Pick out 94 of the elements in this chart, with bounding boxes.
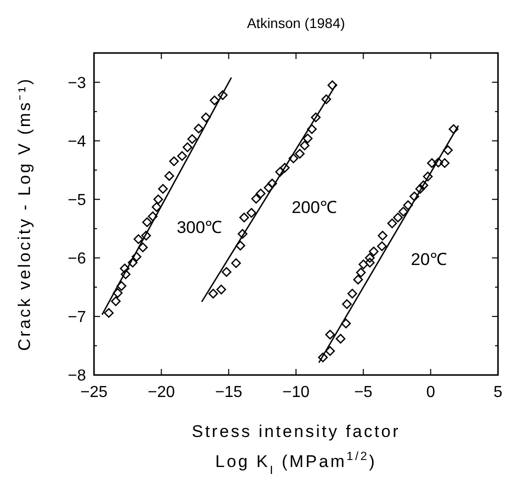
point: [218, 90, 228, 100]
point: [318, 352, 328, 362]
y-tick-label: −5: [68, 192, 86, 209]
point: [415, 184, 426, 194]
point: [264, 182, 274, 193]
point: [393, 212, 403, 222]
point: [231, 258, 241, 268]
point: [302, 134, 313, 144]
point: [148, 211, 158, 222]
point: [418, 180, 428, 190]
x-tick-label: 0: [426, 384, 436, 401]
point: [216, 284, 226, 294]
series-label: 200℃: [292, 198, 337, 217]
point: [410, 192, 420, 202]
point: [132, 252, 142, 262]
point: [328, 80, 338, 90]
point: [353, 274, 363, 284]
point: [321, 94, 332, 104]
x-tick-label: −5: [354, 384, 373, 401]
series-label: 20℃: [410, 250, 447, 269]
y-tick-label: −8: [68, 368, 86, 385]
point: [141, 230, 151, 241]
point: [377, 241, 387, 252]
point: [112, 288, 123, 298]
point: [310, 112, 321, 122]
point: [256, 188, 266, 198]
point: [110, 296, 121, 306]
point: [342, 299, 352, 310]
point: [288, 154, 298, 164]
point: [142, 217, 152, 228]
point: [336, 334, 346, 344]
point: [364, 253, 375, 263]
chart-title: Atkinson (1984): [246, 15, 346, 31]
point: [104, 308, 114, 318]
y-tick-label: −6: [68, 250, 86, 268]
point: [307, 124, 317, 134]
point: [422, 172, 433, 182]
point: [194, 124, 204, 134]
point: [120, 264, 130, 274]
point: [398, 206, 408, 217]
point: [448, 124, 458, 134]
point: [116, 281, 126, 291]
point: [356, 268, 366, 278]
point: [182, 142, 192, 152]
x-tick-label: −20: [148, 384, 176, 401]
point: [238, 229, 248, 239]
y-tick-label: −4: [68, 133, 86, 150]
y-axis-title: Crack velocity - Log V (ms⁻¹): [15, 77, 34, 351]
point: [378, 230, 388, 241]
point: [275, 166, 285, 177]
point: [280, 162, 290, 173]
point: [347, 288, 358, 298]
point: [201, 112, 211, 122]
point: [246, 208, 256, 218]
point: [153, 194, 164, 204]
point: [128, 258, 138, 268]
x-tick-label: −15: [215, 384, 242, 401]
point: [443, 145, 453, 156]
point: [222, 267, 232, 277]
point: [300, 140, 310, 150]
x-tick-label: 5: [494, 384, 503, 401]
series-label: 300℃: [176, 218, 222, 238]
point: [164, 171, 174, 181]
point: [239, 212, 250, 222]
point: [368, 246, 379, 256]
x-tick-label: −10: [282, 384, 310, 401]
point: [152, 202, 162, 212]
point: [158, 184, 168, 194]
point: [210, 96, 220, 106]
point: [440, 158, 450, 168]
point: [325, 346, 335, 356]
x-tick-label: −25: [80, 384, 108, 401]
point: [138, 242, 148, 252]
point: [294, 148, 305, 159]
point: [364, 258, 375, 268]
y-tick-label: −7: [68, 309, 86, 326]
point: [403, 200, 413, 210]
point: [236, 240, 246, 250]
point: [427, 158, 437, 168]
x-axis-title: Stress intensity factor Log K$_{I}$ (MPam$^{1/2}$): [192, 422, 400, 477]
point: [187, 134, 198, 144]
point: [341, 318, 351, 328]
point: [208, 288, 218, 298]
point: [358, 260, 368, 270]
point: [251, 194, 261, 204]
point: [387, 218, 398, 228]
point: [267, 178, 278, 188]
point: [134, 234, 144, 244]
point: [169, 156, 179, 166]
y-tick-label: −3: [68, 74, 86, 92]
point: [120, 269, 130, 280]
point: [325, 330, 335, 340]
point: [177, 151, 187, 161]
point: [433, 158, 444, 168]
